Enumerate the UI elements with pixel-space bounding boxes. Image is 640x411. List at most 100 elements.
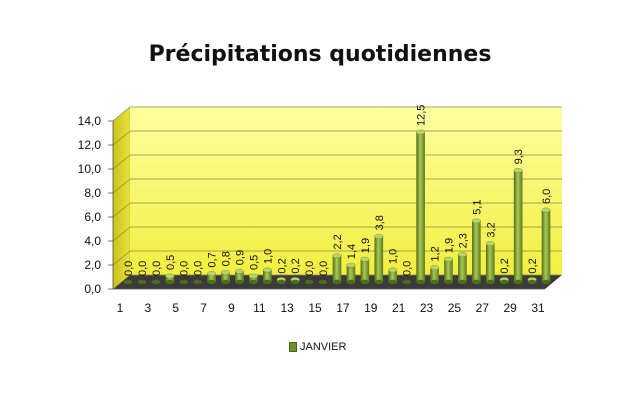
bar-base bbox=[499, 279, 509, 285]
data-label: 0,2 bbox=[276, 258, 288, 273]
bar-top bbox=[541, 207, 551, 213]
bar bbox=[430, 265, 440, 285]
bar bbox=[123, 279, 133, 285]
bar bbox=[304, 279, 314, 285]
bar-body bbox=[249, 276, 258, 282]
data-label: 0,0 bbox=[304, 261, 316, 276]
bar-base bbox=[458, 279, 467, 285]
bar-body bbox=[235, 271, 244, 282]
data-label: 0,8 bbox=[221, 251, 233, 266]
bar bbox=[471, 218, 481, 285]
bar-base bbox=[235, 279, 244, 285]
bar bbox=[151, 279, 161, 285]
data-label: 0,2 bbox=[290, 258, 302, 273]
bar-top bbox=[430, 265, 440, 270]
y-axis: 0,0 2,0 4,0 6,0 8,0 10,0 12,0 14,0 bbox=[78, 114, 114, 296]
bar bbox=[276, 277, 286, 285]
bar bbox=[248, 273, 258, 285]
bar-base bbox=[123, 279, 133, 285]
bar bbox=[346, 262, 356, 285]
data-label: 12,5 bbox=[416, 105, 428, 126]
bar-top bbox=[374, 233, 384, 239]
data-label: 0,9 bbox=[234, 250, 246, 265]
bar bbox=[360, 256, 370, 285]
y-tick-label: 10,0 bbox=[78, 162, 102, 176]
bar bbox=[513, 167, 523, 285]
bar-base bbox=[360, 279, 370, 285]
bar bbox=[290, 277, 300, 285]
bar-base bbox=[249, 279, 258, 285]
x-tick-label: 27 bbox=[476, 301, 490, 315]
x-tick-label: 11 bbox=[253, 301, 266, 315]
bar-base bbox=[541, 279, 551, 285]
y-tick-label: 8,0 bbox=[84, 186, 101, 200]
bar-top bbox=[457, 251, 467, 257]
bar-body bbox=[374, 236, 384, 282]
bar bbox=[262, 267, 272, 285]
bar-body bbox=[416, 132, 425, 282]
bar-top bbox=[416, 129, 426, 135]
data-label: 0,0 bbox=[179, 261, 191, 276]
bar-top bbox=[220, 269, 231, 275]
bar bbox=[416, 129, 426, 285]
bar bbox=[220, 269, 231, 285]
data-label: 1,9 bbox=[443, 238, 455, 253]
bar-base bbox=[193, 279, 202, 285]
bar-base bbox=[276, 279, 286, 285]
x-tick-label: 9 bbox=[228, 301, 235, 315]
bar-body bbox=[263, 270, 272, 282]
y-tick-label: 14,0 bbox=[78, 114, 102, 128]
bar bbox=[388, 267, 398, 285]
bar-top bbox=[248, 273, 258, 279]
data-label: 1,2 bbox=[430, 246, 442, 261]
x-tick-label: 23 bbox=[420, 301, 434, 315]
x-tick-label: 29 bbox=[503, 301, 517, 315]
bar-top bbox=[262, 267, 272, 273]
data-label: 1,0 bbox=[388, 249, 400, 264]
bar-top bbox=[443, 256, 454, 262]
bar bbox=[499, 277, 509, 285]
bar-base bbox=[430, 279, 439, 285]
bar-base bbox=[374, 279, 384, 285]
y-tick-label: 2,0 bbox=[84, 258, 101, 272]
bar-base bbox=[485, 279, 495, 285]
bar-base bbox=[402, 279, 411, 285]
data-label: 9,3 bbox=[513, 149, 525, 164]
bar-body bbox=[541, 210, 551, 282]
bar bbox=[332, 253, 342, 285]
bar bbox=[179, 279, 189, 285]
bar bbox=[374, 233, 384, 285]
chart-title: Précipitations quotidiennes bbox=[148, 42, 492, 67]
bar-body bbox=[165, 276, 175, 282]
data-label: 1,9 bbox=[360, 238, 372, 253]
bar bbox=[527, 277, 537, 285]
x-tick-label: 3 bbox=[144, 301, 151, 315]
data-label: 6,0 bbox=[541, 189, 553, 204]
bar bbox=[165, 273, 175, 285]
data-label: 0,0 bbox=[402, 261, 414, 276]
bar-top bbox=[485, 241, 495, 247]
bar-base bbox=[332, 279, 342, 285]
bar-base bbox=[318, 279, 328, 285]
x-axis: 1 3 5 7 9 11 13 15 17 19 21 23 25 27 29 31 bbox=[113, 288, 545, 315]
x-tick-label: 17 bbox=[336, 301, 350, 315]
bar-top bbox=[388, 267, 398, 273]
bar-top bbox=[234, 268, 244, 274]
bar-base bbox=[388, 279, 398, 285]
bar-base bbox=[527, 279, 537, 285]
x-tick-label: 21 bbox=[392, 301, 406, 315]
bar bbox=[137, 279, 147, 285]
data-label: 0,5 bbox=[248, 255, 260, 270]
data-label: 5,1 bbox=[471, 200, 483, 215]
bar-body bbox=[221, 272, 230, 282]
bar-top bbox=[332, 253, 342, 259]
bar-base bbox=[165, 279, 175, 285]
y-tick-label: 0,0 bbox=[84, 282, 101, 296]
legend-swatch bbox=[289, 342, 297, 352]
bar-top bbox=[207, 271, 217, 276]
bar-base bbox=[513, 279, 523, 285]
bar-base bbox=[151, 279, 161, 285]
bar-body bbox=[388, 270, 398, 282]
bar bbox=[457, 251, 467, 285]
